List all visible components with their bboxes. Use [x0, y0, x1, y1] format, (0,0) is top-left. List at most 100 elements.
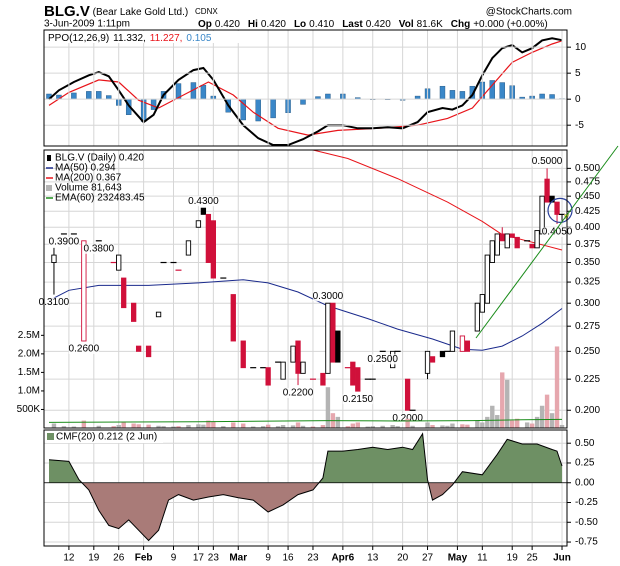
- x-tick-label: 20: [397, 553, 409, 564]
- y-tick-label: 0.450: [575, 191, 600, 202]
- candle-body: [195, 220, 202, 228]
- volume-bar: [221, 426, 226, 428]
- histogram-bar: [549, 94, 555, 100]
- candle-body: [335, 330, 341, 363]
- cmf-frame: [43, 429, 568, 547]
- volume-bar: [355, 422, 360, 428]
- histogram-bar: [439, 85, 446, 100]
- volume-bar: [290, 425, 296, 428]
- candle-body: [509, 233, 515, 238]
- source: @StockCharts.com: [486, 7, 572, 18]
- volume-bar: [335, 416, 341, 428]
- header: BLG.V (Bear Lake Gold Ltd.) CDNX: [44, 3, 218, 20]
- candle-body: [554, 201, 560, 215]
- quote-label: Op: [198, 19, 212, 30]
- x-tick-label: 17: [193, 553, 205, 564]
- volume-bar: [544, 394, 550, 428]
- volume-bar: [231, 422, 236, 428]
- volume-bar: [320, 425, 326, 428]
- volume-bar: [350, 423, 356, 428]
- histogram-bar: [200, 84, 207, 100]
- legend: PPO(12,26,9) 11.332, 11.227, 0.105: [48, 33, 212, 44]
- y-tick-label: 0.350: [575, 257, 600, 268]
- cmf-area-positive: [49, 433, 562, 483]
- ppo-frame: [43, 29, 568, 147]
- histogram-bar: [86, 91, 92, 100]
- volume-bar: [61, 426, 67, 428]
- candle-body: [200, 207, 207, 215]
- y-tick-label: 0.375: [575, 239, 600, 250]
- histogram-bar: [499, 82, 505, 100]
- legend-icon: [47, 433, 54, 440]
- volume-bar: [116, 425, 121, 428]
- candle-body: [474, 302, 480, 332]
- legend-box: [45, 31, 245, 43]
- histogram-bar: [96, 91, 102, 100]
- y-tick-label: 0.225: [575, 374, 600, 385]
- candle-body: [499, 233, 505, 242]
- volume-bar: [554, 346, 560, 428]
- legend-box: [45, 431, 163, 443]
- volume-bar: [524, 422, 530, 428]
- legend-entry: 11.227,: [150, 33, 183, 44]
- volume-bar: [241, 423, 246, 428]
- volume-bar: [265, 424, 271, 428]
- plot-layer: 10 5 0 -5 PPO(12,26,9) 11.332, 11.227, 0.105 0.2…: [17, 30, 600, 564]
- histogram-bar: [539, 93, 545, 100]
- candle-body: [489, 240, 495, 263]
- histogram-bar: [325, 93, 331, 100]
- y-tick-label: 0: [575, 94, 581, 105]
- volume-bar: [260, 426, 266, 428]
- price-annotation: 0.2600: [69, 344, 100, 355]
- candle-body: [185, 240, 192, 256]
- candle-body: [464, 340, 471, 352]
- volume-bar: [485, 416, 490, 428]
- y-tick-label: 2.0M: [18, 349, 40, 360]
- y-tick-label: -0.50: [575, 517, 598, 528]
- candle-body: [121, 277, 127, 309]
- y-tick-label: 0.00: [575, 477, 595, 488]
- volume-bar: [71, 426, 77, 428]
- date: 3-Jun-2009 1:11pm: [44, 19, 130, 30]
- volume-bar: [81, 420, 87, 428]
- volume-bar: [186, 425, 191, 428]
- annotation-bg: [367, 354, 398, 365]
- volume-bar: [490, 405, 495, 428]
- quote-label: Chg: [451, 19, 470, 30]
- volume-bar: [176, 426, 181, 428]
- candle-body: [439, 350, 446, 358]
- volume-bar: [171, 426, 176, 428]
- volume-bar: [275, 426, 281, 428]
- cmf-area-negative: [49, 482, 562, 541]
- volume-bar: [534, 416, 540, 428]
- quote: Op 0.420 Hi 0.420 Lo 0.410 Last 0.420 Vol 81.6K Ch…: [198, 19, 548, 30]
- candle-body: [135, 345, 142, 352]
- candle-body: [205, 213, 212, 263]
- y-tick-label: 5: [575, 68, 581, 79]
- candle-body: [230, 294, 236, 342]
- candle-body: [131, 302, 137, 322]
- legend-title: PPO(12,26,9): [48, 33, 109, 44]
- ppo-line: [48, 37, 563, 146]
- legend-title: CMF(20) 0.212 (2 Jun): [56, 432, 157, 443]
- price-annotation: 0.3900: [49, 237, 80, 248]
- volume-bar: [549, 413, 555, 428]
- candle-body: [325, 302, 331, 374]
- candle-body: [494, 233, 500, 256]
- volume-bar: [445, 425, 450, 428]
- y-tick-label: -0.75: [575, 537, 598, 548]
- candle-body: [51, 254, 57, 263]
- volume-bar: [539, 405, 545, 428]
- volume-bar: [51, 423, 57, 428]
- volume-bar: [280, 425, 286, 428]
- volume-bar: [365, 426, 370, 428]
- price-annotation: 0.5000: [532, 156, 563, 167]
- candle-body: [155, 311, 162, 318]
- candle-body: [265, 367, 271, 386]
- x-tick-label: 23: [307, 553, 319, 564]
- y-tick-label: 0.200: [575, 405, 600, 416]
- ppo-plot: [46, 37, 565, 146]
- trend-line: [475, 145, 619, 339]
- volume-bar: [146, 424, 151, 428]
- histogram-bar: [270, 98, 276, 119]
